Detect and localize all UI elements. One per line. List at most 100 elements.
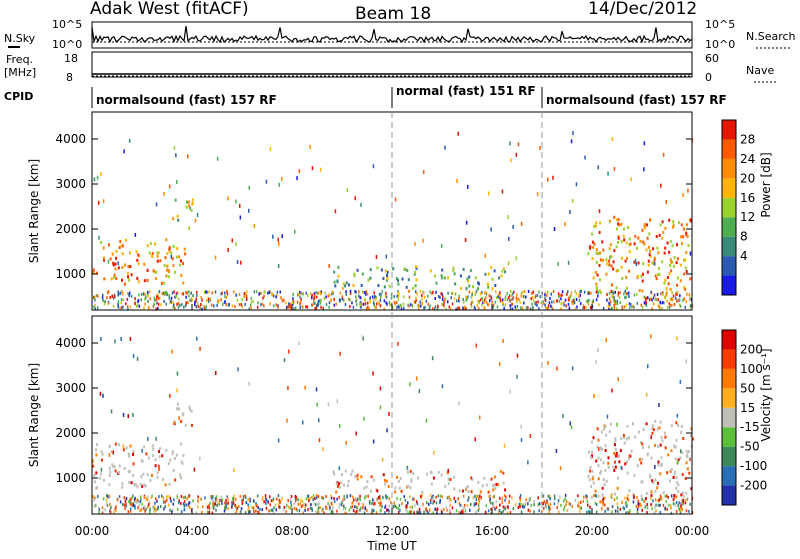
ground-cell: [196, 294, 198, 297]
ground-cell: [651, 307, 653, 311]
ground-cell: [542, 302, 545, 305]
ground-cell: [613, 498, 616, 502]
ground-cell: [176, 291, 179, 295]
ground-cell: [490, 511, 493, 515]
range-cell: [605, 433, 608, 437]
sparse-cell: [278, 242, 280, 246]
ground-cell: [295, 499, 297, 502]
ground-cell: [444, 298, 446, 302]
range-cell: [682, 437, 685, 440]
sparse-cell: [479, 415, 481, 420]
ground-cell: [263, 294, 265, 298]
range-cell: [679, 456, 682, 460]
ground-cell: [376, 301, 379, 305]
range-cell: [153, 269, 156, 273]
sparse-cell: [431, 356, 434, 361]
ground-cell: [676, 299, 678, 303]
range-cell: [460, 287, 463, 290]
range-cell: [108, 466, 111, 470]
ground-cell: [549, 297, 551, 300]
range-cell: [163, 281, 166, 285]
ground-cell: [131, 502, 134, 506]
ground-cell: [307, 497, 310, 501]
range-cell: [658, 273, 661, 276]
ground-cell: [601, 500, 603, 504]
ground-cell: [319, 301, 322, 305]
ground-cell: [313, 301, 316, 305]
ground-cell: [490, 295, 492, 299]
range-cell: [399, 477, 402, 480]
ground-cell: [349, 292, 352, 295]
ground-cell: [679, 510, 682, 514]
sparse-cell: [134, 232, 137, 237]
ground-cell: [315, 295, 318, 299]
ground-cell: [365, 292, 367, 296]
ground-cell: [292, 300, 295, 304]
ground-cell: [217, 299, 219, 303]
ground-cell: [195, 305, 197, 309]
ground-cell: [511, 297, 514, 301]
range-cell: [169, 458, 172, 462]
ground-cell: [484, 298, 486, 302]
range-cell: [610, 255, 613, 259]
sparse-cell: [272, 234, 274, 239]
ground-cell: [427, 294, 429, 298]
sparse-cell: [536, 192, 539, 197]
ground-cell: [588, 298, 590, 302]
range-cell: [654, 419, 657, 423]
ground-cell: [352, 305, 355, 309]
range-cell: [383, 285, 386, 289]
ground-cell: [264, 290, 266, 294]
ground-cell: [374, 305, 376, 309]
ground-cell: [385, 291, 387, 295]
ground-cell: [413, 497, 415, 501]
range-cell: [682, 491, 684, 495]
ground-cell: [295, 507, 297, 511]
ground-cell: [530, 503, 532, 507]
range-cell: [187, 200, 190, 204]
ground-cell: [162, 291, 165, 295]
ground-cell: [420, 495, 422, 499]
ground-cell: [195, 297, 198, 301]
range-cell: [119, 240, 122, 244]
ground-cell: [369, 500, 371, 503]
range-cell: [155, 277, 158, 281]
ground-cell: [277, 494, 280, 498]
range-cell: [654, 489, 657, 493]
ground-cell: [681, 498, 683, 502]
ground-cell: [499, 496, 501, 500]
ground-cell: [165, 302, 167, 306]
sparse-cell: [98, 235, 100, 240]
ground-cell: [568, 298, 571, 302]
range-cell: [172, 469, 175, 472]
range-cell: [663, 431, 666, 435]
range-cell: [495, 483, 498, 486]
x-axis: 00:00 04:00 08:00 12:00 16:00 20:00 00:00: [75, 304, 709, 538]
ground-cell: [613, 304, 615, 307]
sparse-cell: [676, 413, 679, 418]
ground-cell: [101, 296, 104, 300]
range-cell: [160, 281, 163, 285]
ground-cell: [398, 510, 400, 514]
ground-cell: [513, 290, 515, 294]
range-cell: [655, 277, 658, 281]
ground-cell: [155, 307, 157, 311]
ground-cell: [533, 510, 535, 514]
ground-cell: [546, 293, 548, 297]
sparse-cell: [611, 136, 614, 141]
range-cell: [487, 285, 490, 289]
ground-cell: [322, 306, 324, 310]
range-cell: [684, 477, 687, 481]
sparse-cell: [339, 351, 341, 356]
ground-cell: [319, 506, 322, 510]
sparse-cell: [527, 460, 529, 465]
ground-cell: [397, 290, 399, 293]
range-cell: [601, 486, 604, 490]
range-cell: [360, 284, 363, 287]
ground-cell: [325, 506, 327, 510]
sparse-cell: [318, 438, 321, 443]
range-cell: [659, 472, 662, 476]
sparse-cell: [98, 200, 100, 205]
range-cell: [648, 232, 651, 236]
ground-cell: [615, 302, 618, 306]
